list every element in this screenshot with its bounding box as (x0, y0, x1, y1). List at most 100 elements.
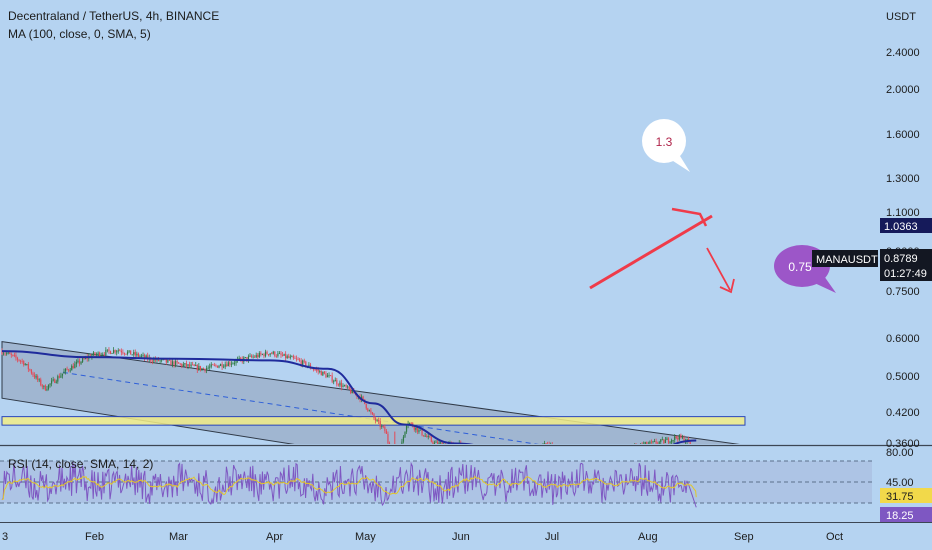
candle-body (413, 426, 415, 430)
candle-body (117, 350, 119, 352)
symbol-badge (812, 250, 878, 267)
candle-body (175, 361, 177, 366)
candle-body (336, 379, 338, 385)
candle-body (672, 439, 674, 441)
candle-body (4, 353, 6, 355)
candle-body (680, 434, 682, 438)
candle-body (382, 425, 384, 427)
price-axis[interactable]: USDT 2.4000 2.0000 1.6000 1.3000 1.1000 … (886, 11, 920, 450)
candle-body (294, 357, 296, 359)
candle-body (427, 436, 429, 438)
candle-body (311, 368, 313, 370)
candle-body (123, 353, 126, 354)
candle-body (263, 354, 265, 357)
wedge-top-line[interactable] (671, 207, 708, 227)
candle-body (27, 364, 29, 370)
rsi-axis[interactable]: 80.00 45.00 (886, 447, 914, 489)
candle-body (178, 362, 180, 364)
candle-body (212, 364, 214, 366)
callout-upper-label: 1.3 (656, 135, 673, 149)
candle-body (209, 366, 211, 368)
time-axis[interactable]: 3 Feb Mar Apr May Jun Jul Aug Sep Oct (2, 531, 843, 543)
ma-value-badge-label: 1.0363 (884, 221, 918, 233)
candle-body (185, 363, 188, 367)
candle-body (153, 359, 155, 362)
candle-body (218, 365, 220, 368)
candle-body (323, 371, 325, 374)
candle-body (140, 355, 143, 357)
candle-body (102, 354, 104, 356)
candle-body (63, 371, 65, 374)
candle-body (402, 436, 405, 442)
candle-body (192, 364, 194, 366)
candle-body (49, 383, 51, 385)
candle-body (193, 364, 195, 366)
candle-body (184, 363, 186, 365)
candle-body (302, 360, 304, 365)
price-tick: 1.3000 (886, 173, 920, 185)
candle-body (97, 352, 99, 355)
price-tick: 0.5000 (886, 371, 920, 383)
candle-body (342, 385, 344, 388)
candle-body (681, 437, 684, 439)
candle-body (77, 360, 79, 363)
candle-body (95, 354, 98, 355)
candle-body (376, 420, 378, 421)
price-tick: 0.7500 (886, 286, 920, 298)
candle-body (283, 353, 285, 356)
candle-body (131, 354, 133, 356)
candle-body (176, 361, 178, 363)
candle-body (661, 439, 663, 441)
candle-body (365, 403, 367, 409)
price-tick: 2.0000 (886, 84, 920, 96)
rsi-pane[interactable] (0, 460, 872, 508)
candle-body (13, 354, 15, 356)
candle-body (288, 356, 290, 358)
price-tick: 2.4000 (886, 47, 920, 59)
candle-body (113, 350, 115, 354)
candle-body (179, 363, 181, 365)
candle-body (2, 353, 5, 355)
rsi-legend[interactable]: RSI (14, close, SMA, 14, 2) (8, 457, 153, 471)
candle-body (7, 352, 9, 354)
candle-body (316, 369, 318, 371)
candle-body (438, 442, 440, 444)
candle-body (652, 441, 654, 443)
time-label: Jun (452, 531, 470, 543)
candle-body (199, 365, 201, 370)
rsi-value-badge-label: 18.25 (886, 510, 914, 522)
candle-body (61, 373, 64, 376)
candle-body (105, 350, 107, 355)
projection-arrow[interactable] (706, 247, 735, 294)
candle-body (432, 441, 434, 444)
candle-body (58, 376, 60, 378)
candle-body (421, 429, 423, 436)
candle-body (381, 425, 383, 427)
symbol-legend[interactable]: Decentraland / TetherUS, 4h, BINANCE (8, 9, 219, 23)
candle-body (128, 350, 130, 352)
candle-body (238, 357, 240, 360)
candle-body (9, 352, 11, 354)
candle-body (173, 361, 175, 366)
candle-body (18, 359, 20, 361)
candle-body (198, 365, 200, 371)
candle-body (249, 355, 251, 357)
candle-body (216, 365, 219, 368)
candle-body (385, 430, 387, 434)
candle-body (40, 379, 42, 386)
callout-1.3[interactable]: 1.3 (642, 119, 690, 172)
candle-body (161, 359, 163, 361)
channel-midline[interactable] (62, 371, 839, 490)
candle-body (292, 356, 294, 358)
rising-trendline[interactable] (589, 214, 713, 290)
time-label: May (355, 531, 376, 543)
candle-body (655, 441, 657, 444)
time-label: Feb (85, 531, 104, 543)
candle-body (68, 369, 70, 371)
ma-legend[interactable]: MA (100, close, 0, SMA, 5) (8, 27, 151, 41)
main-pane[interactable]: 1.3 0.75 (0, 119, 872, 531)
rsi-value-badge (880, 507, 932, 522)
candle-body (114, 350, 116, 353)
